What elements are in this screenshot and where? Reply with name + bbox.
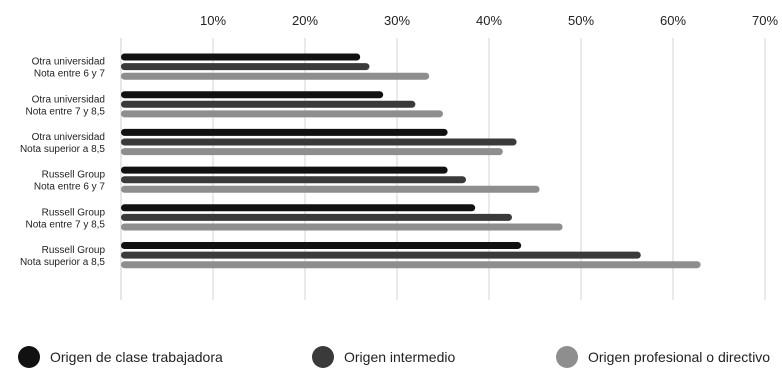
category-label-line-2: Nota entre 7 y 8,5 — [26, 219, 106, 230]
x-tick-label: 50% — [568, 13, 594, 28]
bar — [121, 185, 540, 193]
category-label-line-2: Nota entre 7 y 8,5 — [26, 106, 106, 117]
bar — [121, 63, 370, 71]
category-label-line-1: Russell Group — [42, 245, 106, 256]
category-label-line-1: Otra universidad — [32, 132, 105, 143]
bar — [121, 251, 641, 259]
category-label-line-2: Nota superior a 8,5 — [20, 144, 105, 155]
category-label-line-1: Otra universidad — [32, 57, 105, 68]
bar — [121, 213, 512, 221]
legend-swatch-intermediate — [312, 346, 334, 368]
legend-item-professional: Origen profesional o directivo — [556, 346, 770, 368]
bar — [121, 72, 430, 80]
bar — [121, 100, 416, 108]
category-label-line-1: Russell Group — [42, 170, 106, 181]
bar — [121, 138, 517, 146]
bar — [121, 261, 701, 269]
legend-item-working-class: Origen de clase trabajadora — [18, 346, 223, 368]
x-tick-label: 10% — [200, 13, 226, 28]
category-label-line-1: Otra universidad — [32, 94, 105, 105]
category-label-line-2: Nota superior a 8,5 — [20, 257, 105, 268]
bar — [121, 53, 361, 61]
category-label-line-2: Nota entre 6 y 7 — [34, 69, 106, 80]
x-tick-label: 20% — [292, 13, 318, 28]
category-label-line-1: Russell Group — [42, 207, 106, 218]
bar — [121, 223, 563, 231]
bar — [121, 110, 443, 118]
x-tick-label: 30% — [384, 13, 410, 28]
legend-swatch-professional — [556, 346, 578, 368]
legend-swatch-working-class — [18, 346, 40, 368]
legend-label-working-class: Origen de clase trabajadora — [50, 349, 223, 365]
category-label-line-2: Nota entre 6 y 7 — [34, 182, 106, 193]
bar — [121, 176, 466, 184]
bar — [121, 148, 503, 156]
bar — [121, 128, 448, 136]
chart: 10% 20% 30% 40% 50% 60% 70%Otra universidadNot… — [20, 13, 778, 300]
x-tick-label: 60% — [660, 13, 686, 28]
legend-label-intermediate: Origen intermedio — [344, 349, 456, 365]
bar — [121, 166, 448, 174]
x-tick-label: 40% — [476, 13, 502, 28]
bar — [121, 91, 384, 99]
bar — [121, 204, 476, 212]
legend-label-professional: Origen profesional o directivo — [588, 349, 771, 365]
x-tick-label: 70% — [752, 13, 778, 28]
legend: Origen de clase trabajadora Origen inter… — [0, 346, 782, 369]
legend-item-intermediate: Origen intermedio — [312, 346, 455, 368]
bar — [121, 242, 522, 249]
